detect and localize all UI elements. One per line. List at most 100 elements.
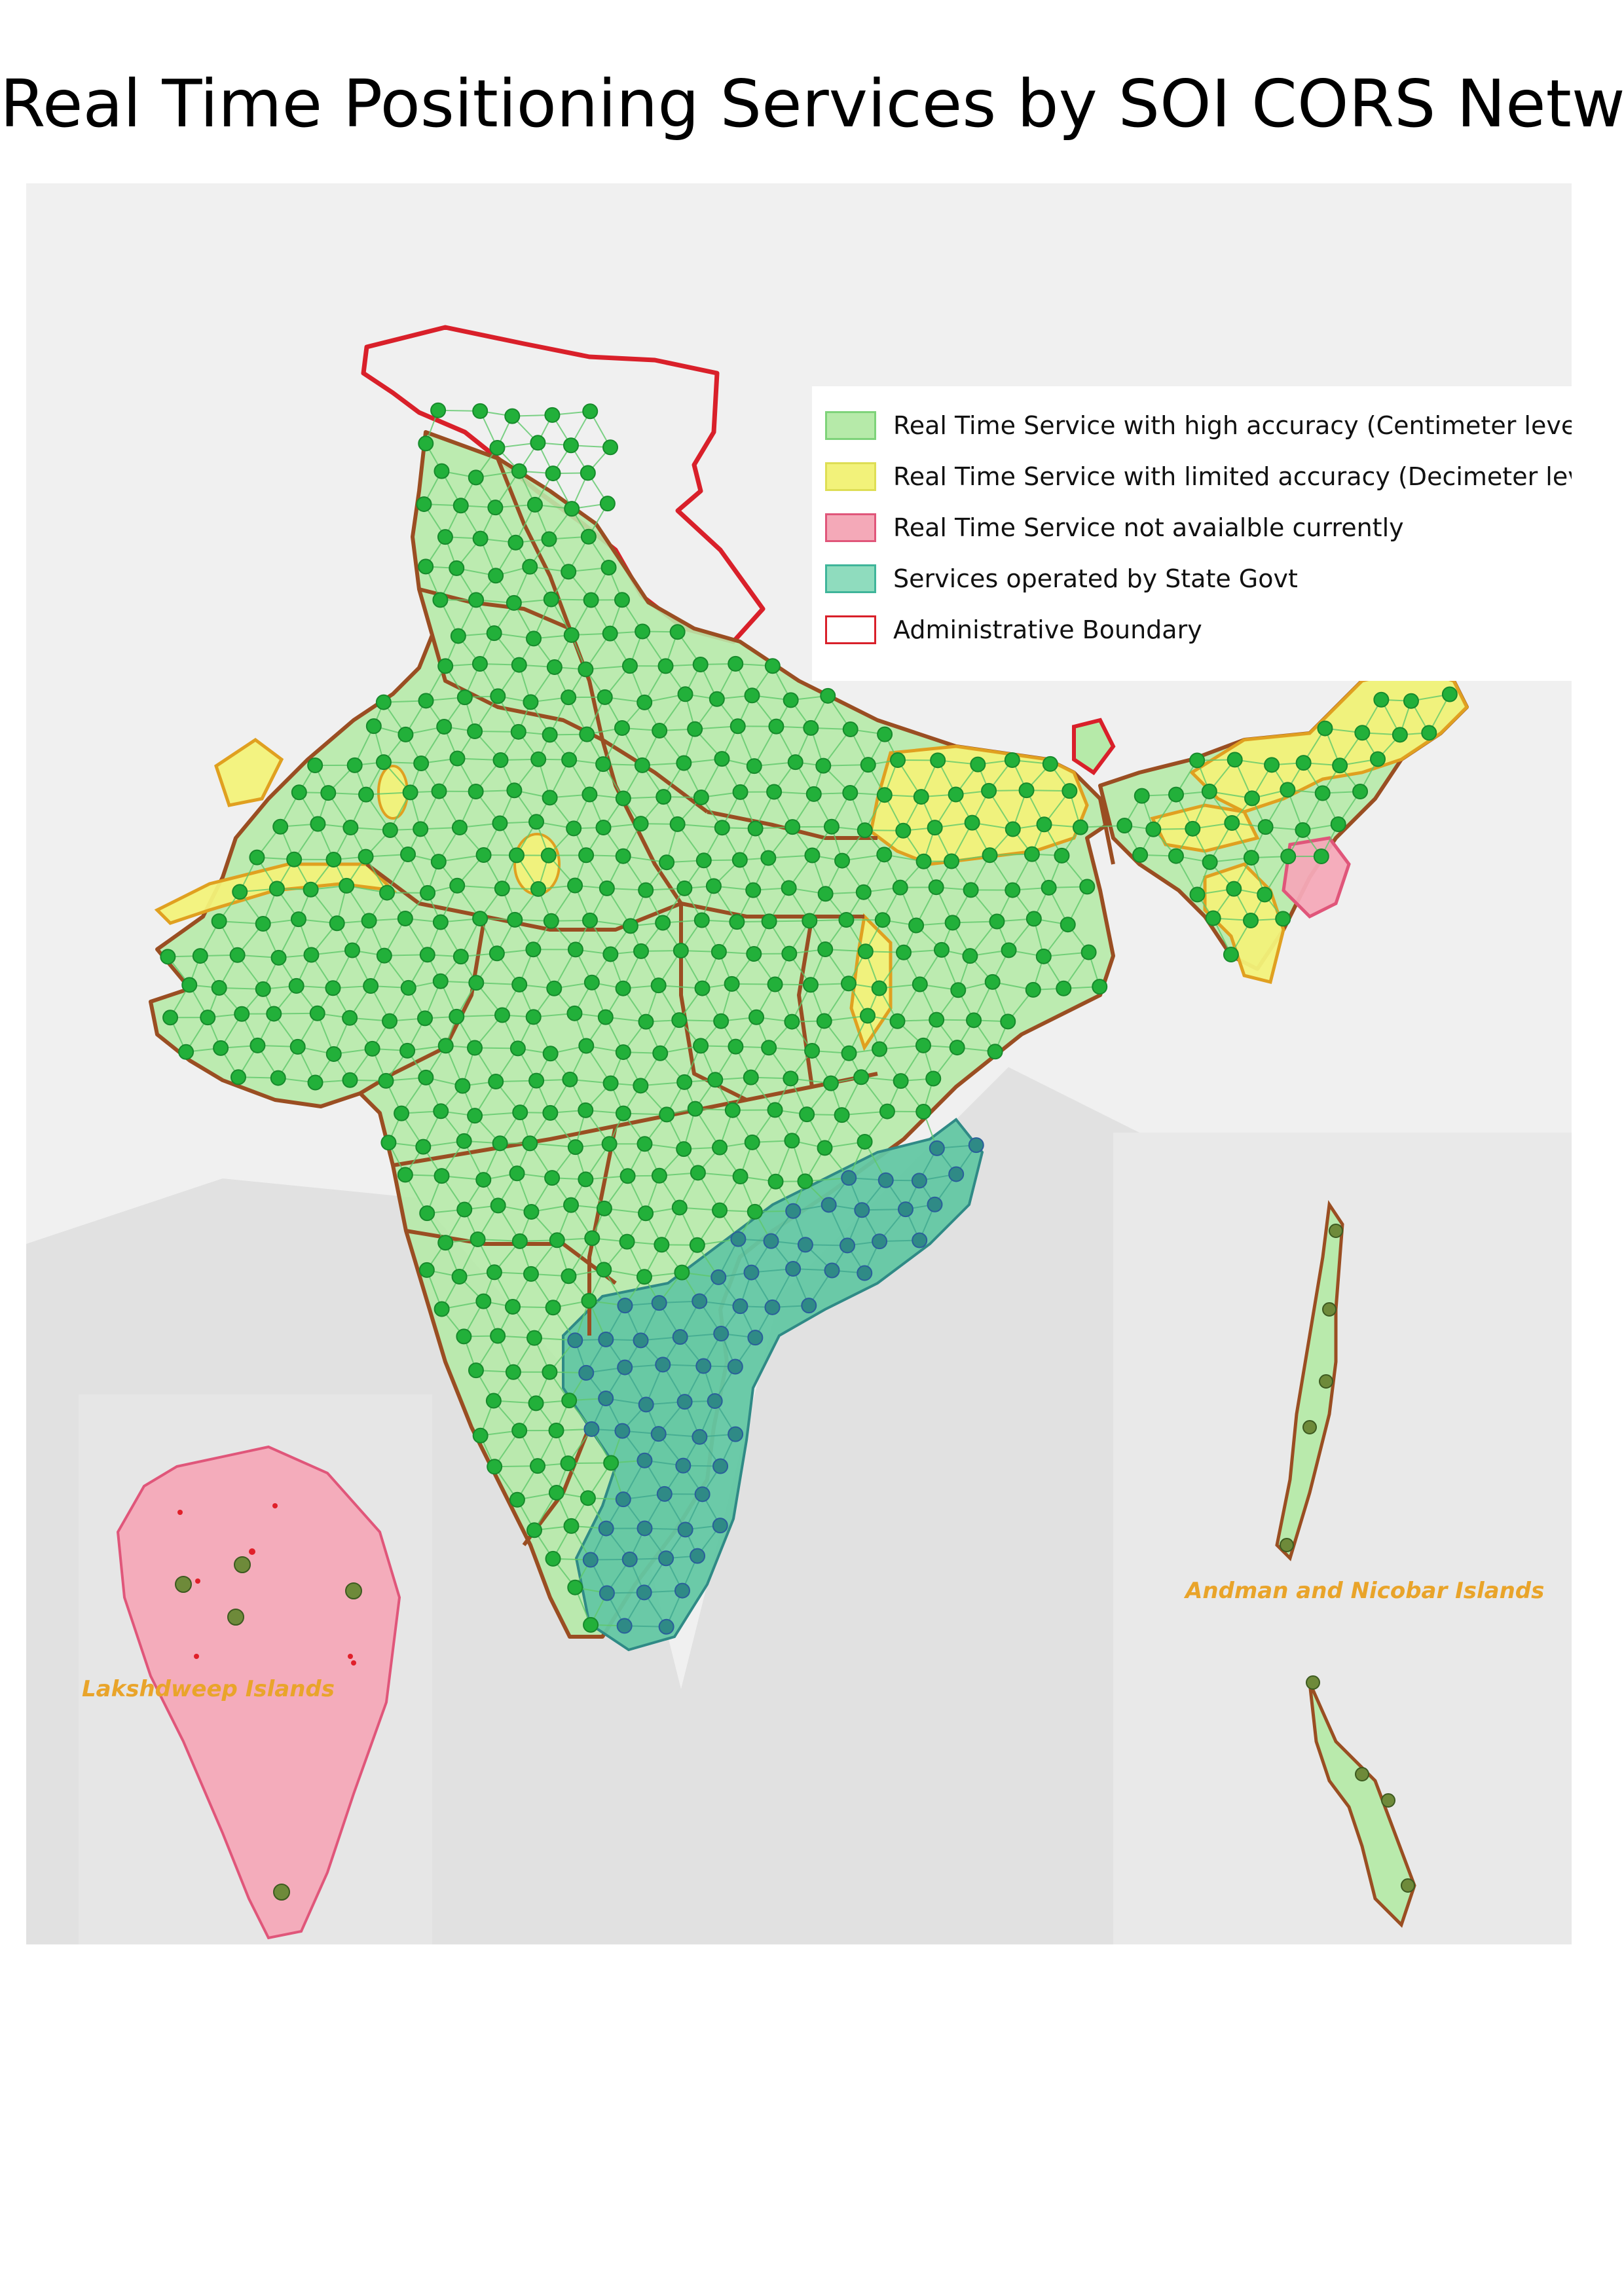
cors-station[interactable] (303, 881, 319, 898)
cors-station[interactable] (583, 592, 599, 608)
cors-station[interactable] (490, 688, 506, 704)
cors-station[interactable] (596, 1262, 612, 1278)
cors-station[interactable] (437, 658, 454, 674)
cors-station[interactable] (468, 469, 484, 486)
cors-station[interactable] (714, 751, 730, 767)
cors-station[interactable] (272, 818, 289, 835)
cors-station[interactable] (817, 1140, 833, 1156)
cors-station[interactable] (418, 558, 434, 575)
cors-station[interactable] (325, 1046, 342, 1063)
state-govt-station[interactable] (824, 1262, 840, 1279)
cors-station[interactable] (841, 1045, 857, 1061)
cors-station[interactable] (561, 689, 577, 706)
cors-station[interactable] (602, 946, 619, 962)
cors-station[interactable] (634, 757, 650, 773)
cors-station[interactable] (784, 1133, 800, 1149)
cors-station[interactable] (1054, 847, 1070, 864)
cors-station[interactable] (614, 592, 630, 608)
cors-station[interactable] (709, 691, 725, 707)
cors-station[interactable] (494, 1007, 510, 1023)
cors-station[interactable] (930, 752, 946, 769)
cors-station[interactable] (415, 1139, 432, 1155)
cors-station[interactable] (449, 1008, 465, 1025)
cors-station[interactable] (509, 1165, 525, 1182)
cors-station[interactable] (1056, 980, 1072, 996)
cors-station[interactable] (413, 821, 429, 837)
cors-station[interactable] (805, 786, 822, 802)
cors-station[interactable] (234, 1006, 250, 1022)
cors-station[interactable] (1224, 814, 1240, 831)
cors-station[interactable] (431, 783, 447, 799)
cors-station[interactable] (379, 884, 396, 901)
cors-station[interactable] (561, 1393, 578, 1409)
cors-station[interactable] (1024, 846, 1040, 862)
cors-station[interactable] (1295, 755, 1312, 771)
cors-station[interactable] (382, 822, 398, 838)
cors-station[interactable] (676, 880, 693, 896)
cors-station[interactable] (541, 531, 557, 547)
cors-station[interactable] (1314, 785, 1331, 801)
cors-station[interactable] (486, 625, 502, 642)
cors-station[interactable] (325, 980, 341, 996)
state-govt-station[interactable] (636, 1584, 652, 1601)
cors-station[interactable] (657, 658, 674, 674)
cors-station[interactable] (523, 694, 539, 710)
state-govt-station[interactable] (728, 1426, 744, 1442)
cors-station[interactable] (602, 1075, 619, 1091)
cors-station[interactable] (487, 500, 504, 516)
state-govt-station[interactable] (927, 1196, 943, 1212)
cors-station[interactable] (472, 403, 489, 419)
cors-station[interactable] (1145, 821, 1162, 837)
cors-station[interactable] (676, 1141, 692, 1157)
cors-station[interactable] (467, 1040, 483, 1056)
cors-station[interactable] (1134, 788, 1150, 804)
cors-station[interactable] (468, 975, 485, 991)
cors-station[interactable] (546, 980, 563, 996)
cors-station[interactable] (511, 657, 527, 673)
cors-station[interactable] (544, 1170, 561, 1186)
cors-station[interactable] (692, 657, 709, 673)
cors-station[interactable] (781, 945, 798, 962)
cors-station[interactable] (1352, 784, 1369, 800)
state-govt-station[interactable] (633, 1332, 649, 1349)
state-govt-station[interactable] (658, 1618, 674, 1635)
cors-station[interactable] (543, 591, 559, 608)
state-govt-station[interactable] (764, 1299, 781, 1315)
cors-station[interactable] (486, 1264, 502, 1281)
cors-station[interactable] (307, 757, 323, 774)
cors-station[interactable] (614, 720, 630, 737)
cors-station[interactable] (1392, 727, 1408, 743)
cors-station[interactable] (561, 564, 577, 580)
cors-station[interactable] (433, 1103, 449, 1120)
cors-station[interactable] (211, 979, 227, 996)
cors-station[interactable] (522, 558, 538, 575)
cors-station[interactable] (857, 943, 874, 960)
cors-station[interactable] (467, 1108, 483, 1124)
cors-station[interactable] (546, 659, 563, 675)
cors-station[interactable] (582, 403, 599, 420)
cors-station[interactable] (430, 402, 447, 418)
cors-station[interactable] (540, 847, 557, 864)
cors-station[interactable] (583, 1616, 599, 1633)
cors-station[interactable] (1189, 752, 1206, 769)
cors-station[interactable] (633, 816, 649, 832)
cors-station[interactable] (268, 881, 285, 897)
cors-station[interactable] (470, 1231, 486, 1247)
cors-station[interactable] (1025, 981, 1041, 998)
cors-station[interactable] (693, 912, 710, 928)
cors-station[interactable] (178, 1044, 194, 1060)
cors-station[interactable] (542, 1364, 558, 1380)
map-frame[interactable]: Real Time Service with high accuracy (Ce… (26, 183, 1572, 1944)
cors-station[interactable] (802, 977, 819, 993)
cors-station[interactable] (876, 847, 893, 863)
state-govt-station[interactable] (872, 1233, 888, 1250)
cors-station[interactable] (342, 1072, 358, 1088)
cors-station[interactable] (418, 693, 434, 709)
cors-station[interactable] (548, 1423, 564, 1439)
cors-station[interactable] (744, 687, 760, 704)
cors-station[interactable] (766, 784, 783, 800)
cors-station[interactable] (255, 981, 271, 997)
cors-station[interactable] (434, 1301, 450, 1317)
cors-station[interactable] (566, 820, 582, 837)
state-govt-station[interactable] (763, 1233, 779, 1249)
